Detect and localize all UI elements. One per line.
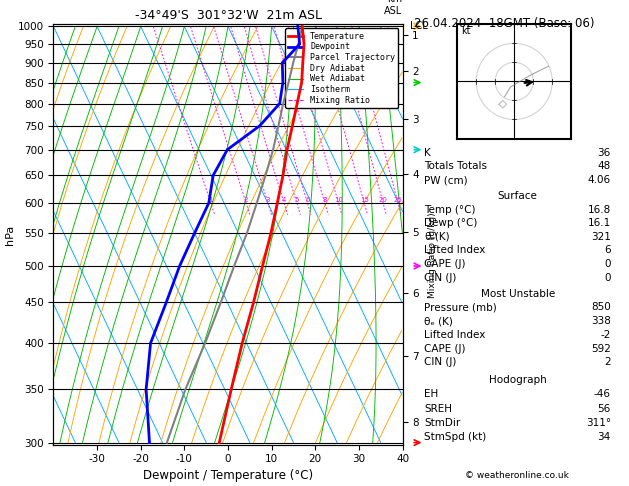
Text: 311°: 311° — [586, 418, 611, 428]
Text: Temp (°C): Temp (°C) — [425, 205, 476, 215]
Text: kt: kt — [461, 26, 470, 36]
Text: θₑ (K): θₑ (K) — [425, 316, 454, 326]
Text: LCL: LCL — [409, 21, 427, 32]
Text: SREH: SREH — [425, 404, 452, 414]
Text: CIN (J): CIN (J) — [425, 358, 457, 367]
Title: -34°49'S  301°32'W  21m ASL: -34°49'S 301°32'W 21m ASL — [135, 9, 321, 22]
Text: 48: 48 — [598, 161, 611, 172]
Text: Dewp (°C): Dewp (°C) — [425, 218, 478, 228]
Text: θₑ(K): θₑ(K) — [425, 232, 450, 242]
Text: StmDir: StmDir — [425, 418, 461, 428]
Text: 0: 0 — [604, 259, 611, 269]
Text: 4: 4 — [282, 197, 286, 203]
Text: Most Unstable: Most Unstable — [481, 289, 555, 298]
Text: 338: 338 — [591, 316, 611, 326]
Text: 0: 0 — [604, 273, 611, 282]
Text: Pressure (mb): Pressure (mb) — [425, 302, 498, 312]
Text: EH: EH — [425, 389, 439, 399]
Text: 3: 3 — [265, 197, 270, 203]
Text: 36: 36 — [598, 148, 611, 157]
Text: 16.1: 16.1 — [587, 218, 611, 228]
Text: 850: 850 — [591, 302, 611, 312]
Text: Lifted Index: Lifted Index — [425, 245, 486, 256]
Legend: Temperature, Dewpoint, Parcel Trajectory, Dry Adiabat, Wet Adiabat, Isotherm, Mi: Temperature, Dewpoint, Parcel Trajectory… — [285, 29, 398, 108]
Text: 592: 592 — [591, 344, 611, 354]
Text: CIN (J): CIN (J) — [425, 273, 457, 282]
Text: CAPE (J): CAPE (J) — [425, 344, 466, 354]
Text: 321: 321 — [591, 232, 611, 242]
Text: Mixing Ratio (g/kg): Mixing Ratio (g/kg) — [428, 213, 437, 298]
Text: 34: 34 — [598, 433, 611, 442]
Text: 16.8: 16.8 — [587, 205, 611, 215]
Text: CAPE (J): CAPE (J) — [425, 259, 466, 269]
Text: 26.04.2024  18GMT (Base: 06): 26.04.2024 18GMT (Base: 06) — [414, 17, 594, 30]
Text: Hodograph: Hodograph — [489, 375, 547, 385]
Text: 8: 8 — [323, 197, 327, 203]
Text: km
ASL: km ASL — [384, 0, 403, 16]
Text: 56: 56 — [598, 404, 611, 414]
Text: © weatheronline.co.uk: © weatheronline.co.uk — [465, 471, 569, 480]
Y-axis label: hPa: hPa — [5, 225, 15, 244]
Text: -2: -2 — [601, 330, 611, 340]
Text: StmSpd (kt): StmSpd (kt) — [425, 433, 487, 442]
Text: Lifted Index: Lifted Index — [425, 330, 486, 340]
Text: 6: 6 — [305, 197, 309, 203]
Text: 20: 20 — [379, 197, 387, 203]
Text: 10: 10 — [334, 197, 343, 203]
Text: 6: 6 — [604, 245, 611, 256]
Text: 2: 2 — [244, 197, 248, 203]
X-axis label: Dewpoint / Temperature (°C): Dewpoint / Temperature (°C) — [143, 469, 313, 482]
Text: Surface: Surface — [498, 191, 538, 201]
Text: 15: 15 — [360, 197, 369, 203]
Text: 25: 25 — [394, 197, 403, 203]
Text: PW (cm): PW (cm) — [425, 175, 468, 185]
Text: -46: -46 — [594, 389, 611, 399]
Text: K: K — [425, 148, 431, 157]
Text: 1: 1 — [208, 197, 213, 203]
Text: 5: 5 — [294, 197, 299, 203]
Text: 4.06: 4.06 — [587, 175, 611, 185]
Text: Totals Totals: Totals Totals — [425, 161, 487, 172]
Text: 2: 2 — [604, 358, 611, 367]
